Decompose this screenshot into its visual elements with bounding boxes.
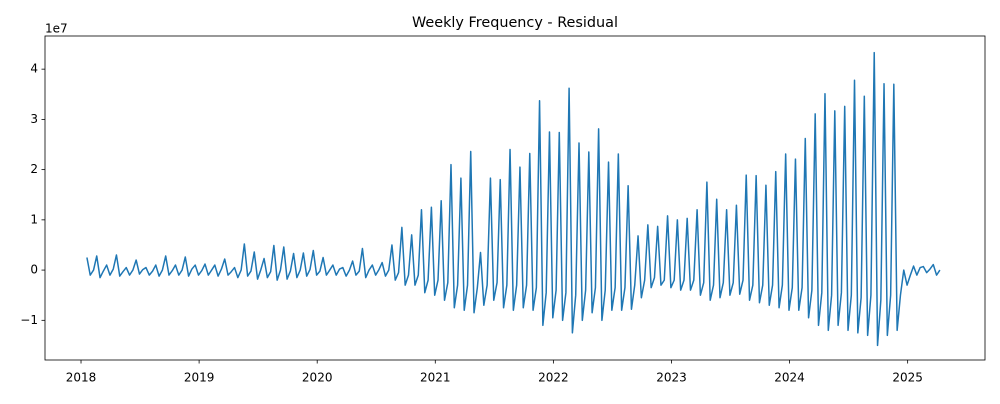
chart-title: Weekly Frequency - Residual [412, 15, 618, 31]
y-tick-label: 2 [30, 162, 38, 176]
x-tick-label: 2018 [66, 371, 97, 385]
plot-frame [44, 35, 986, 361]
x-tick-label: 2024 [774, 371, 805, 385]
axis-offset-label: 1e7 [45, 22, 68, 36]
y-tick-label: 4 [30, 62, 38, 76]
x-tick-label: 2019 [184, 371, 215, 385]
x-tick-label: 2020 [302, 371, 333, 385]
y-tick-label: 0 [30, 263, 38, 277]
x-tick-label: 2021 [420, 371, 451, 385]
y-tick-label: 1 [30, 212, 38, 226]
x-tick-label: 2025 [892, 371, 923, 385]
y-tick-label: 3 [30, 112, 38, 126]
y-tick-label: −1 [20, 313, 38, 327]
line [86, 51, 941, 347]
x-tick-label: 2022 [538, 371, 569, 385]
x-tick-label: 2023 [656, 371, 687, 385]
